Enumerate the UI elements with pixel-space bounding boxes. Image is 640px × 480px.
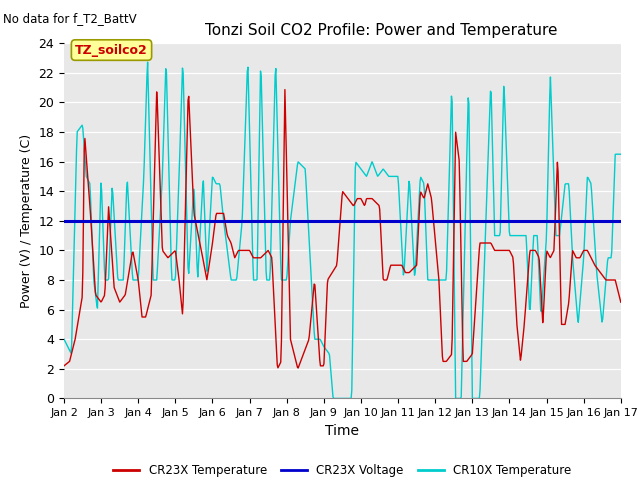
Y-axis label: Power (V) / Temperature (C): Power (V) / Temperature (C) [20,134,33,308]
Legend: CR23X Temperature, CR23X Voltage, CR10X Temperature: CR23X Temperature, CR23X Voltage, CR10X … [108,459,577,480]
Text: TZ_soilco2: TZ_soilco2 [75,44,148,57]
Title: Tonzi Soil CO2 Profile: Power and Temperature: Tonzi Soil CO2 Profile: Power and Temper… [205,23,557,38]
X-axis label: Time: Time [325,424,360,438]
Text: No data for f_T2_BattV: No data for f_T2_BattV [3,12,137,25]
